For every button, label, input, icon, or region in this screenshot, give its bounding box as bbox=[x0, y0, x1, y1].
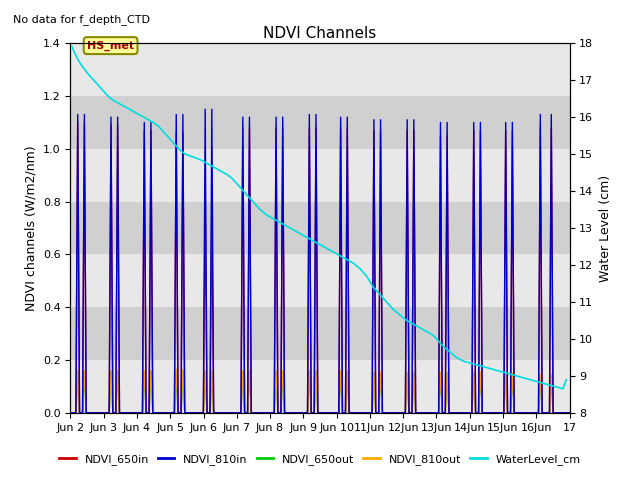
Bar bbox=[70, 96, 570, 149]
Text: HS_met: HS_met bbox=[87, 40, 134, 51]
Legend: NDVI_650in, NDVI_810in, NDVI_650out, NDVI_810out, WaterLevel_cm: NDVI_650in, NDVI_810in, NDVI_650out, NDV… bbox=[54, 450, 586, 469]
Text: No data for f_depth_CTD: No data for f_depth_CTD bbox=[13, 14, 150, 25]
Y-axis label: NDVI channels (W/m2/nm): NDVI channels (W/m2/nm) bbox=[24, 145, 37, 311]
Bar bbox=[70, 202, 570, 254]
Bar bbox=[70, 254, 570, 307]
Title: NDVI Channels: NDVI Channels bbox=[264, 25, 376, 41]
Bar bbox=[70, 307, 570, 360]
Bar bbox=[70, 360, 570, 413]
Y-axis label: Water Level (cm): Water Level (cm) bbox=[599, 174, 612, 282]
Bar bbox=[70, 149, 570, 202]
Bar bbox=[70, 43, 570, 96]
